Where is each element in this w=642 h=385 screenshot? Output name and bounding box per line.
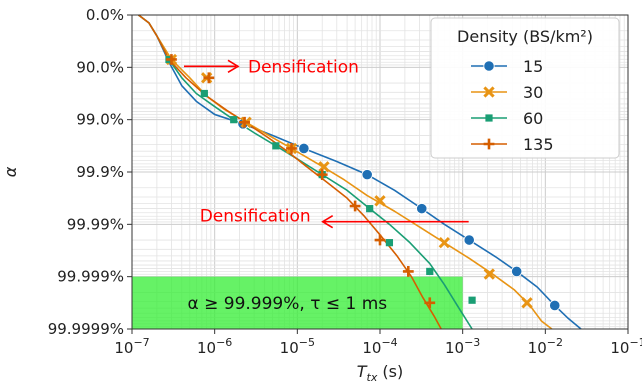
- y-tick-label: 99.999%: [57, 268, 124, 286]
- series-marker-60: [200, 89, 208, 98]
- legend-label-135: 135: [523, 135, 554, 154]
- densification-arrowhead-1: [227, 59, 240, 74]
- series-marker-135: [374, 234, 386, 246]
- series-marker-60: [468, 296, 476, 304]
- series-marker-30: [521, 297, 533, 309]
- series-marker-135: [349, 200, 361, 212]
- target-region: [132, 276, 463, 329]
- series-marker-30: [483, 268, 495, 280]
- legend-label-30: 30: [523, 83, 543, 102]
- series-marker-60: [366, 205, 374, 213]
- x-axis-ticks: 10−7 10−6 10−5 10−4 10−3 10−2 10−1: [114, 329, 642, 357]
- series-marker-135: [166, 54, 177, 65]
- target-region-label: α ≥ 99.999%, τ ≤ 1 ms: [188, 294, 388, 314]
- y-tick-label: 90.0%: [76, 58, 124, 76]
- legend-marker-135: [483, 138, 495, 150]
- x-tick-label: 10−2: [528, 336, 563, 357]
- x-tick-label: 10−6: [197, 336, 232, 357]
- x-tick-label: 10−4: [362, 336, 397, 357]
- series-marker-30: [438, 236, 450, 249]
- series-marker-135: [424, 297, 436, 309]
- series-marker-135: [316, 169, 328, 181]
- legend-marker-60: [485, 114, 493, 122]
- series-marker-60: [426, 267, 434, 276]
- series-marker-30: [318, 161, 330, 173]
- y-tick-label: 99.9999%: [48, 320, 124, 338]
- densification-annotations: Densification Densification: [183, 57, 469, 229]
- series-marker-135: [239, 116, 250, 128]
- x-tick-label: 10−5: [280, 336, 315, 357]
- series-line-15: [138, 14, 582, 330]
- series-marker-60: [272, 142, 280, 150]
- series-marker-135: [402, 266, 414, 277]
- series-marker-15: [463, 234, 475, 246]
- series-line-30: [138, 14, 553, 330]
- x-tick-label: 10−3: [445, 336, 480, 357]
- series-marker-60: [230, 116, 238, 124]
- y-tick-label: 99.99%: [67, 215, 124, 233]
- legend-marker-15: [483, 60, 495, 72]
- x-tick-label: 10−1: [610, 336, 642, 357]
- legend: Density (BS/km²) 15 30 60 135: [430, 17, 620, 159]
- y-tick-label: 0.0%: [86, 6, 124, 24]
- series-markers: [165, 53, 561, 312]
- series-marker-60: [385, 239, 394, 247]
- series-marker-30: [374, 195, 386, 207]
- series-marker-135: [203, 72, 215, 84]
- densification-label-2: Densification: [200, 207, 311, 227]
- x-tick-label: 10−7: [114, 336, 149, 357]
- densification-arrowhead-2: [321, 215, 334, 229]
- series-marker-15: [549, 299, 561, 312]
- legend-label-60: 60: [523, 109, 543, 128]
- y-tick-label: 99.9%: [76, 163, 124, 181]
- series-marker-15: [361, 169, 373, 181]
- y-axis-label: α: [1, 166, 20, 177]
- legend-marker-30: [483, 86, 495, 98]
- series-marker-15: [511, 265, 523, 278]
- y-tick-label: 99.0%: [76, 111, 124, 129]
- legend-label-15: 15: [523, 57, 543, 76]
- y-axis-ticks: 0.0% 90.0% 99.0% 99.9% 99.99% 99.999% 99.9999%: [48, 6, 132, 338]
- densification-label-1: Densification: [248, 57, 359, 77]
- legend-title: Density (BS/km²): [457, 27, 593, 46]
- legend-box: [430, 17, 620, 159]
- series-marker-15: [298, 142, 310, 155]
- x-axis-label: Ttx (s): [357, 362, 404, 384]
- series-marker-15: [416, 203, 428, 215]
- series-marker-135: [286, 143, 297, 154]
